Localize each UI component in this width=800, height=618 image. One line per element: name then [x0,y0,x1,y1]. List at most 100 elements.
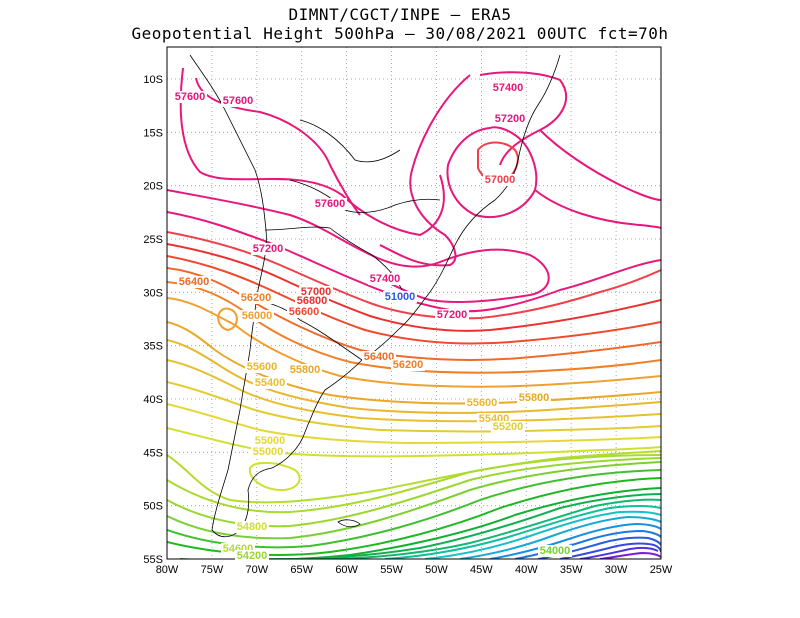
contour-label-bg [239,292,273,304]
latitude-labels: 10S 15S 20S 25S 30S 35S 40S 45S 50S 55S [143,74,163,566]
contour-label: 54800 [237,521,268,533]
contour-57600-east-outer [479,71,567,166]
lon-tick-label: 25W [650,564,673,576]
contour-label: 54200 [237,550,268,562]
contour-label: 55400 [255,377,286,389]
contour-56000 [167,297,661,388]
contour-label-bg [435,309,469,321]
contour-57600-east [379,74,471,267]
contour-label: 57600 [223,95,254,107]
contour-57200-east [534,189,661,229]
contour-54200 [167,457,661,528]
contour-label: 55200 [493,421,524,433]
contour-label-bg [240,310,274,322]
contour-label-bg [173,91,207,103]
contour-label-bg [491,421,525,433]
contour-57000 [167,231,661,320]
contour-label-bg [491,82,525,94]
contour-label-bg [465,397,499,409]
contour-54800-loop [248,462,301,492]
contour-55000 [167,403,661,445]
lat-tick-label: 35S [143,341,163,353]
contour-label: 56800 [297,295,328,307]
lon-tick-label: 60W [335,564,358,576]
contour-54800 [167,427,661,458]
contour-label-bg [253,377,287,389]
lon-tick-label: 65W [290,564,313,576]
contour-label-bg [251,243,285,255]
contour-label-bg [391,359,425,371]
contour-label-bg [253,435,287,447]
contour-51200 [599,551,661,559]
contour-57400-b [539,129,661,201]
contour-55800 [167,321,661,405]
contour-label: 57600 [175,91,206,103]
contour-label-bg [538,545,572,557]
lon-tick-label: 75W [201,564,224,576]
contour-label: 57400 [370,273,401,285]
map-title-line-1: DIMNT/CGCT/INPE – ERA5 [288,5,512,24]
contour-52800 [384,505,661,559]
contour-label: 56600 [289,306,320,318]
contour-layer [167,67,661,559]
lat-tick-label: 20S [143,181,163,193]
lat-tick-label: 15S [143,127,163,139]
contour-label: 51000 [385,291,416,303]
contour-label-bg [288,364,322,376]
country-borders [259,119,441,361]
lon-tick-label: 70W [246,564,269,576]
contour-57600-north [179,67,445,237]
lat-tick-label: 50S [143,501,163,513]
lat-tick-label: 10S [143,74,163,86]
lon-tick-label: 80W [156,564,179,576]
contour-52200 [489,522,661,559]
contour-label-bg [368,273,402,285]
contour-label-bg [235,521,269,533]
map-title-line-2: Geopotential Height 500hPa – 30/08/2021 … [131,24,669,43]
contour-53200 [260,493,661,559]
contour-label: 55600 [247,361,278,373]
contour-55400 [167,359,661,423]
contour-label: 56400 [364,351,395,363]
contour-label-bg [493,113,527,125]
contour-label-bg [287,306,321,318]
contour-52600 [424,510,661,559]
contour-52000 [514,529,661,559]
contour-label: 56400 [179,276,210,288]
contour-label-bg [362,351,396,363]
contour-label: 57200 [253,243,284,255]
contour-label: 57200 [437,309,468,321]
contour-56600 [167,255,661,345]
contour-51400 [579,546,659,559]
lat-tick-label: 55S [143,554,163,566]
contour-label-bg [251,446,285,458]
contour-57400 [167,189,550,304]
contour-label-bg [245,361,279,373]
contour-54400 [167,454,661,514]
contour-label: 56200 [393,359,424,371]
contour-label: 56200 [241,292,272,304]
contour-label: 57400 [493,82,524,94]
contour-label: 57200 [495,113,526,125]
contour-55600 [167,339,661,414]
contour-52400 [459,515,661,559]
contour-53400 [180,487,661,559]
contour-label: 54000 [540,545,571,557]
lat-tick-label: 25S [143,234,163,246]
contour-label: 55600 [467,397,498,409]
contour-54000 [167,461,661,540]
contour-label-bg [295,295,329,307]
contour-label-bg [483,174,517,186]
contour-label-bg [383,291,417,303]
contour-label-bg [313,198,347,210]
contour-labels: 57600 57600 57400 57200 57000 57600 57200 57400… [173,82,572,562]
contour-label: 56000 [242,310,273,322]
contour-label: 55800 [519,392,550,404]
contour-label: 55000 [253,446,284,458]
longitude-labels: 80W 75W 70W 65W 60W 55W 50W 45W 40W 35W 30W 25W [156,564,673,576]
contour-label: 57600 [315,198,346,210]
contour-56200 [167,281,661,374]
lon-tick-label: 50W [425,564,448,576]
contour-54600 [167,450,661,504]
